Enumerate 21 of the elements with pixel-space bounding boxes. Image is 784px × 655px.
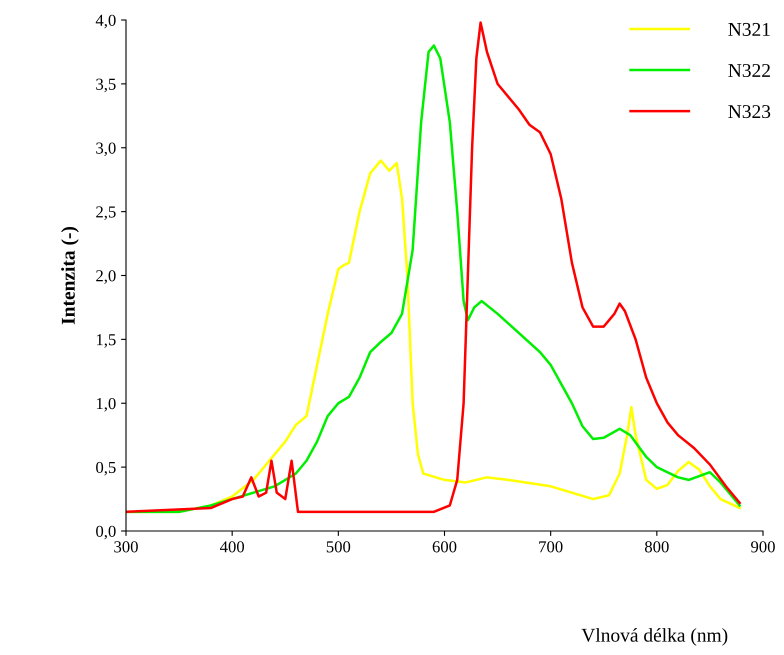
x-tick-label: 900 (751, 541, 775, 552)
x-tick-label: 300 (114, 541, 138, 552)
x-axis-title: Vlnová délka (nm) (581, 628, 728, 646)
y-tick-label: 3,5 (96, 78, 116, 92)
y-tick-label: 1,0 (96, 398, 116, 412)
legend-label: N321 (728, 22, 770, 36)
x-tick-label: 400 (220, 541, 244, 552)
y-tick-label: 3,0 (96, 142, 116, 156)
y-tick-label: 0,5 (96, 462, 116, 476)
legend-label: N322 (728, 64, 770, 78)
y-tick-label: 2,5 (96, 206, 116, 220)
legend-label: N323 (728, 105, 770, 118)
y-tick-label: 4,0 (96, 14, 116, 28)
y-tick-label: 1,5 (96, 334, 116, 348)
x-tick-label: 800 (644, 541, 669, 552)
y-tick-label: 2,0 (96, 270, 116, 284)
y-axis-title: Intenzita (-) (61, 226, 79, 324)
x-tick-label: 600 (432, 541, 456, 552)
y-tick-label: 0,0 (96, 526, 116, 540)
x-tick-label: 700 (539, 541, 563, 552)
x-tick-label: 500 (326, 541, 350, 552)
